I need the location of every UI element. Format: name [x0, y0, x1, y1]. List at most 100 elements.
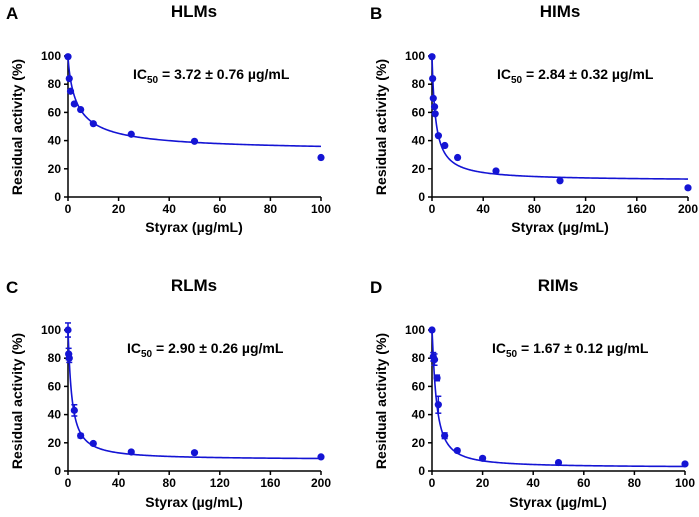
x-tick-label: 0 [65, 476, 72, 490]
data-point [430, 103, 439, 111]
y-tick-label: 40 [412, 134, 426, 148]
x-tick-label: 100 [675, 476, 695, 490]
x-tick-label: 120 [210, 476, 230, 490]
panel-d: D RIMs 0 20 40 60 80 100 0 20 40 60 80 100 Styrax (µg/… [370, 276, 695, 510]
panel-letter: C [6, 278, 18, 297]
y-tick-label: 60 [48, 379, 62, 393]
y-tick-label: 80 [412, 77, 426, 91]
data-point [492, 167, 500, 175]
panel-b: B HIMs 0 40 80 120 160 200 0 20 40 60 80 100 Styrax (µ… [370, 2, 698, 235]
x-tick-label: 80 [163, 476, 177, 490]
y-tick-label: 0 [54, 464, 61, 478]
x-tick-label: 120 [576, 202, 596, 216]
x-axis-label: Styrax (µg/mL) [509, 494, 607, 510]
ic50-annotation: IC50 = 1.67 ± 0.12 µg/mL [492, 340, 649, 360]
data-point [441, 432, 449, 440]
chart-title: RIMs [538, 276, 579, 295]
x-axis-label: Styrax (µg/mL) [145, 219, 243, 235]
x-tick-label: 160 [260, 476, 280, 490]
y-tick-label: 0 [418, 464, 425, 478]
data-point [190, 137, 199, 145]
x-tick-label: 20 [476, 476, 490, 490]
fit-curve [431, 56, 689, 180]
x-tick-label: 100 [311, 202, 331, 216]
x-tick-label: 40 [527, 476, 541, 490]
data-point [434, 132, 442, 140]
x-tick-label: 0 [429, 476, 436, 490]
data-point [66, 87, 75, 95]
data-point [429, 94, 437, 102]
data-point [64, 53, 72, 61]
data-point [453, 446, 461, 455]
y-axis-label: Residual activity (%) [373, 333, 389, 469]
y-tick-label: 0 [418, 190, 425, 204]
data-point [556, 177, 564, 185]
data-point [433, 374, 441, 382]
x-tick-label: 200 [678, 202, 698, 216]
y-tick-label: 80 [412, 351, 426, 365]
ic50-annotation: IC50 = 2.90 ± 0.26 µg/mL [127, 340, 284, 360]
x-tick-label: 80 [528, 202, 542, 216]
y-tick-label: 60 [412, 379, 426, 393]
x-tick-label: 160 [627, 202, 647, 216]
x-tick-label: 20 [112, 202, 126, 216]
chart-title: RLMs [171, 276, 217, 295]
data-point [681, 460, 689, 468]
x-tick-label: 0 [429, 202, 436, 216]
y-tick-label: 20 [412, 162, 426, 176]
data-point [479, 454, 487, 462]
data-point [190, 449, 199, 457]
data-point [65, 354, 73, 362]
data-point [89, 439, 97, 448]
data-point [428, 53, 436, 61]
chart-title: HLMs [171, 2, 217, 21]
data-point [70, 100, 78, 108]
y-tick-label: 100 [41, 49, 61, 63]
panel-a: A HLMs 0 20 40 60 80 100 0 20 40 60 80 100 Styrax (µg/… [6, 2, 331, 235]
x-tick-label: 200 [311, 476, 331, 490]
y-tick-label: 20 [48, 162, 62, 176]
y-tick-label: 100 [405, 323, 425, 337]
data-point [317, 453, 325, 461]
x-tick-label: 40 [163, 202, 177, 216]
y-tick-label: 80 [48, 77, 62, 91]
data-point [431, 110, 439, 118]
y-tick-label: 60 [48, 105, 62, 119]
data-point [454, 153, 462, 162]
ic50-annotation: IC50 = 2.84 ± 0.32 µg/mL [497, 66, 654, 86]
x-tick-label: 40 [112, 476, 126, 490]
data-point [430, 356, 439, 364]
y-axis-label: Residual activity (%) [9, 333, 25, 469]
data-point [317, 153, 325, 162]
y-tick-label: 100 [41, 323, 61, 337]
x-tick-label: 40 [477, 202, 491, 216]
x-tick-label: 60 [213, 202, 227, 216]
y-tick-label: 20 [48, 436, 62, 450]
y-tick-label: 40 [48, 134, 62, 148]
y-tick-label: 60 [412, 105, 426, 119]
data-point [554, 458, 563, 467]
data-point [127, 448, 135, 456]
panel-letter: B [370, 4, 382, 23]
data-point [89, 120, 97, 128]
x-tick-label: 0 [65, 202, 72, 216]
x-axis-label: Styrax (µg/mL) [511, 219, 609, 235]
y-tick-label: 40 [48, 408, 62, 422]
panel-letter: A [6, 4, 18, 23]
data-point [429, 74, 437, 83]
chart-title: HIMs [540, 2, 581, 21]
data-point [65, 74, 73, 83]
y-tick-label: 100 [405, 49, 425, 63]
x-tick-label: 80 [628, 476, 642, 490]
y-tick-label: 0 [54, 190, 61, 204]
data-point [684, 184, 692, 192]
panel-c: C RLMs 0 40 80 120 160 200 0 20 40 60 80 100 Styrax (µ… [6, 276, 331, 510]
y-axis-label: Residual activity (%) [373, 59, 389, 195]
data-point [441, 141, 449, 150]
data-point [434, 401, 442, 409]
data-point [70, 406, 78, 414]
data-point [127, 130, 135, 138]
y-tick-label: 40 [412, 408, 426, 422]
x-tick-label: 80 [264, 202, 278, 216]
x-tick-label: 60 [577, 476, 591, 490]
